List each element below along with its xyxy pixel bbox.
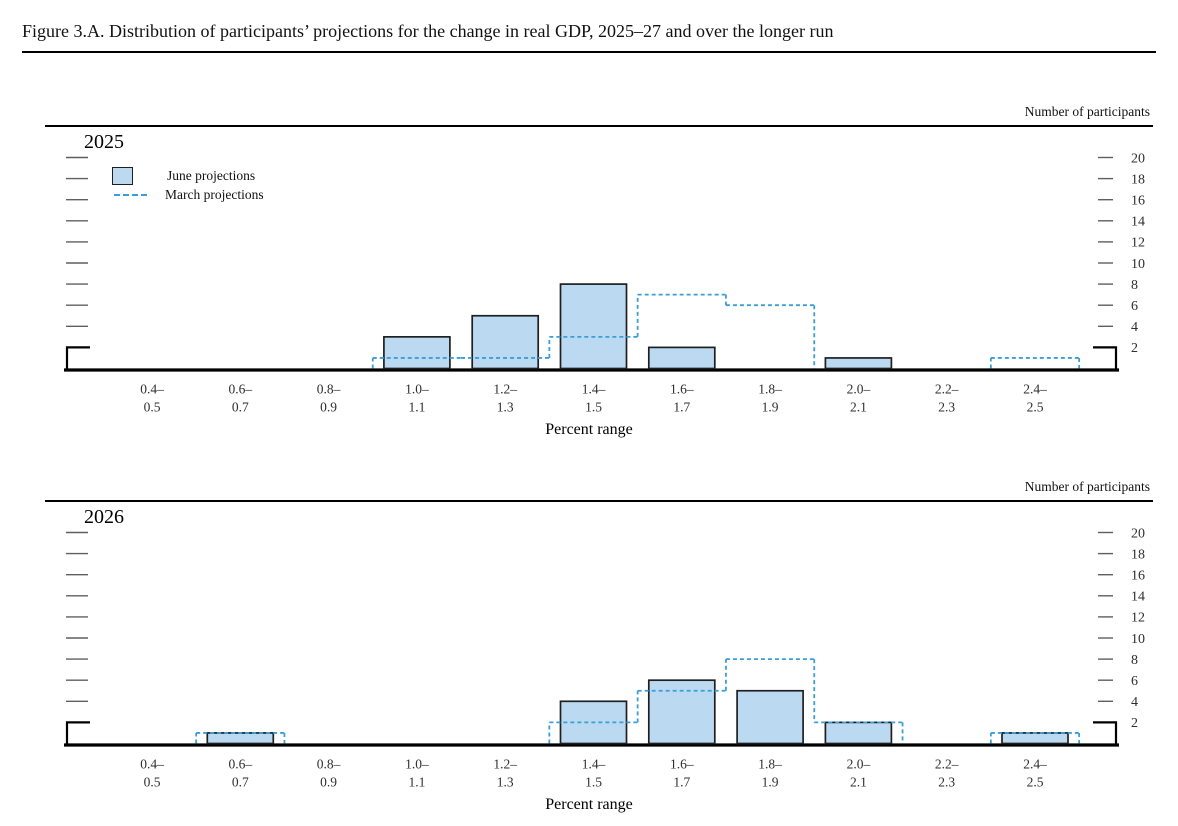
svg-text:18: 18: [1131, 172, 1145, 187]
legend-june-label: June projections: [167, 167, 256, 183]
march-dashed-line-swatch-icon: [114, 193, 147, 196]
histogram-2026: 2 4 6 8 10 12 14 16 18 20 0.4– 0.5 0.6– 0.7 0.8– 0.9 1.0…: [64, 526, 1145, 790]
svg-text:1.8–: 1.8–: [758, 382, 782, 397]
june-bar-swatch-icon: [112, 166, 133, 185]
svg-text:1.2–: 1.2–: [493, 757, 517, 772]
svg-text:20: 20: [1131, 151, 1145, 166]
svg-text:0.8–: 0.8–: [317, 757, 341, 772]
svg-text:16: 16: [1131, 569, 1145, 584]
year-label-2026: 2026: [84, 506, 124, 528]
svg-text:20: 20: [1131, 526, 1145, 541]
svg-text:1.4–: 1.4–: [582, 757, 606, 772]
svg-text:16: 16: [1131, 194, 1145, 209]
svg-text:2.1: 2.1: [850, 775, 867, 790]
right-axis-title: Number of participants: [1024, 479, 1150, 494]
panel-2025: Number of participants 2025 June project…: [0, 100, 1178, 445]
histogram-2025: 2 4 6 8 10 12 14 16 18 20 0.4– 0.5 0.6– 0.7 0.8– 0.9 1.0…: [64, 151, 1145, 415]
figure-title: Figure 3.A. Distribution of participants…: [22, 21, 834, 41]
svg-text:0.9: 0.9: [320, 775, 337, 790]
year-label-2025: 2025: [84, 131, 124, 153]
svg-text:2.5: 2.5: [1027, 775, 1044, 790]
svg-text:6: 6: [1131, 299, 1138, 314]
svg-text:0.9: 0.9: [320, 400, 337, 415]
x-axis-title: Percent range: [545, 796, 633, 813]
legend-row-june: June projections: [112, 166, 264, 185]
svg-text:1.4–: 1.4–: [582, 382, 606, 397]
svg-text:1.9: 1.9: [762, 775, 779, 790]
svg-text:14: 14: [1131, 590, 1145, 605]
svg-text:1.2–: 1.2–: [493, 382, 517, 397]
svg-text:18: 18: [1131, 547, 1145, 562]
svg-text:1.6–: 1.6–: [670, 757, 694, 772]
svg-text:2.0–: 2.0–: [847, 757, 871, 772]
svg-text:0.5: 0.5: [144, 400, 161, 415]
legend-march-label: March projections: [165, 186, 264, 202]
svg-text:1.0–: 1.0–: [405, 382, 429, 397]
svg-text:1.8–: 1.8–: [758, 757, 782, 772]
panel-top-border: [45, 125, 1153, 127]
svg-text:1.7: 1.7: [673, 400, 690, 415]
svg-text:0.7: 0.7: [232, 400, 249, 415]
svg-text:0.4–: 0.4–: [140, 382, 164, 397]
panel-top-border: [45, 500, 1153, 502]
svg-text:10: 10: [1131, 257, 1145, 272]
svg-text:2.5: 2.5: [1027, 400, 1044, 415]
svg-text:1.3: 1.3: [497, 775, 514, 790]
svg-text:12: 12: [1131, 611, 1145, 626]
svg-text:2: 2: [1131, 716, 1138, 731]
svg-text:0.5: 0.5: [144, 775, 161, 790]
svg-text:2: 2: [1131, 341, 1138, 356]
svg-text:0.8–: 0.8–: [317, 382, 341, 397]
svg-text:2.2–: 2.2–: [935, 757, 959, 772]
svg-text:2.4–: 2.4–: [1023, 382, 1047, 397]
svg-text:2.2–: 2.2–: [935, 382, 959, 397]
svg-text:1.5: 1.5: [585, 775, 602, 790]
svg-text:0.7: 0.7: [232, 775, 249, 790]
svg-text:10: 10: [1131, 632, 1145, 647]
legend-row-march: March projections: [112, 185, 264, 204]
svg-text:1.6–: 1.6–: [670, 382, 694, 397]
svg-text:2.3: 2.3: [938, 400, 955, 415]
svg-text:8: 8: [1131, 278, 1138, 293]
svg-text:0.4–: 0.4–: [140, 757, 164, 772]
x-axis-title: Percent range: [545, 421, 633, 438]
svg-text:14: 14: [1131, 215, 1145, 230]
svg-text:0.6–: 0.6–: [228, 382, 252, 397]
title-rule: [22, 51, 1156, 53]
panel-2026: Number of participants 2026 2 4 6 8 10 12 14 16…: [0, 475, 1178, 820]
svg-text:1.3: 1.3: [497, 400, 514, 415]
svg-text:12: 12: [1131, 236, 1145, 251]
svg-text:0.6–: 0.6–: [228, 757, 252, 772]
svg-text:1.1: 1.1: [408, 400, 425, 415]
svg-text:1.5: 1.5: [585, 400, 602, 415]
svg-text:1.7: 1.7: [673, 775, 690, 790]
svg-text:8: 8: [1131, 653, 1138, 668]
svg-text:2.0–: 2.0–: [847, 382, 871, 397]
svg-text:1.9: 1.9: [762, 400, 779, 415]
svg-text:6: 6: [1131, 674, 1138, 689]
legend: June projections March projections: [112, 166, 264, 204]
svg-text:2.3: 2.3: [938, 775, 955, 790]
right-axis-title: Number of participants: [1024, 104, 1150, 119]
svg-text:1.0–: 1.0–: [405, 757, 429, 772]
svg-text:2.1: 2.1: [850, 400, 867, 415]
svg-text:1.1: 1.1: [408, 775, 425, 790]
svg-text:2.4–: 2.4–: [1023, 757, 1047, 772]
svg-text:4: 4: [1131, 320, 1138, 335]
svg-text:4: 4: [1131, 695, 1138, 710]
